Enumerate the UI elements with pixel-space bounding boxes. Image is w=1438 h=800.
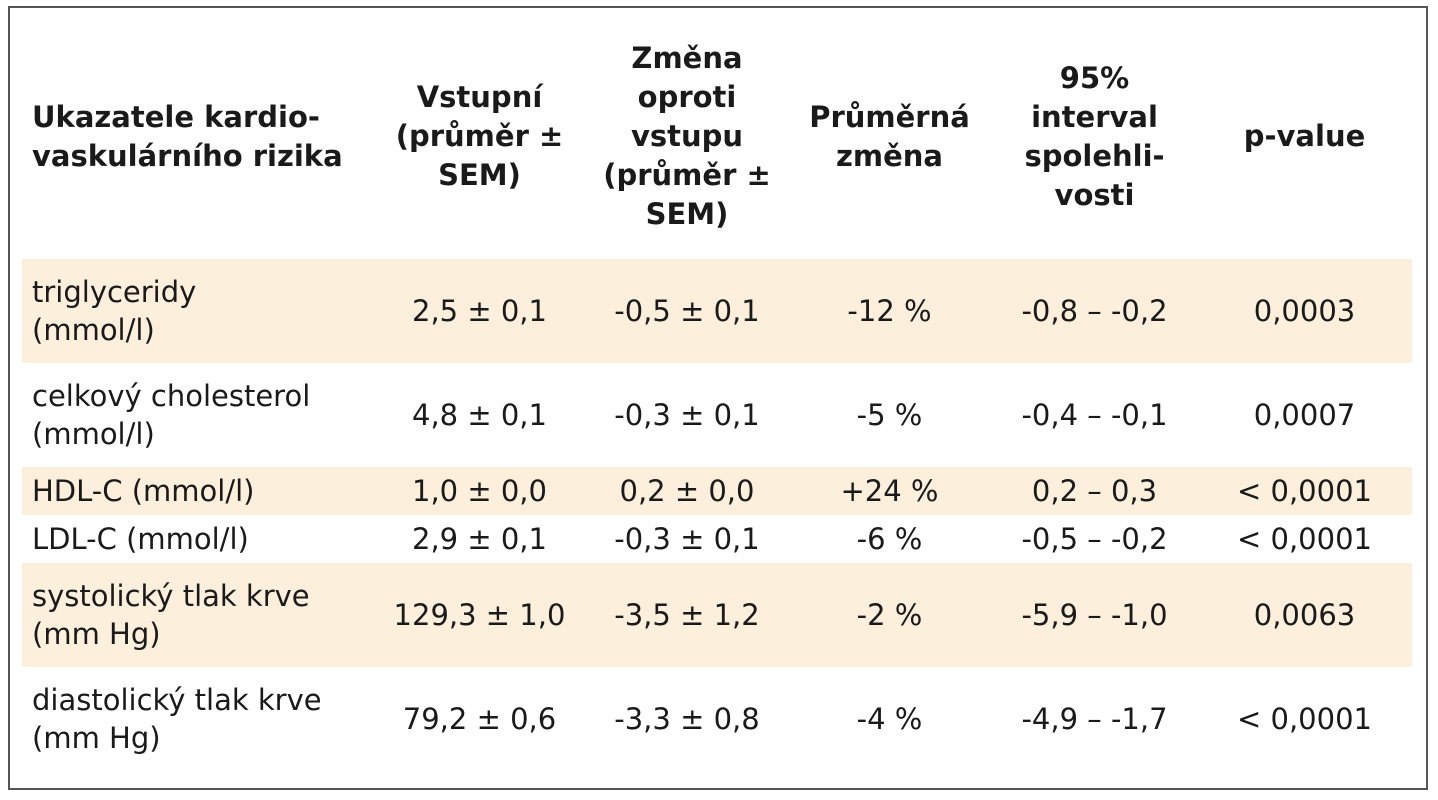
cell-change: -3,3 ± 0,8 (614, 702, 760, 736)
header-line: vosti (1054, 177, 1135, 212)
cell-mean-change: -4 % (856, 702, 923, 736)
header-row: Ukazatele kardio- vaskulárního rizika Vs… (22, 14, 1412, 259)
header-confidence-interval: 95% interval spolehli- vosti (992, 14, 1197, 259)
header-line: změna (836, 138, 943, 173)
header-change: Změna oproti vstupu (průměr ± SEM) (587, 14, 787, 259)
cell-indicator: celkový cholesterol (mmol/l) (22, 363, 372, 467)
cell-p-value: < 0,0001 (1237, 702, 1372, 736)
header-line: SEM) (438, 158, 521, 192)
cardiovascular-risk-table: Ukazatele kardio- vaskulárního rizika Vs… (22, 14, 1412, 771)
cell-change: -0,5 ± 0,1 (587, 259, 787, 363)
cell-confidence-interval: -0,8 – -0,2 (992, 259, 1197, 363)
header-line: SEM) (645, 197, 729, 231)
table-frame (8, 6, 1428, 790)
cell-confidence-interval: -0,4 – -0,1 (1021, 398, 1168, 432)
indicator-line: celkový cholesterol (32, 379, 311, 413)
header-line: 95% (1059, 60, 1130, 95)
indicator-line: diastolický tlak krve (32, 683, 322, 717)
cell-baseline: 1,0 ± 0,0 (372, 467, 587, 515)
cell-indicator: HDL-C (mmol/l) (22, 467, 372, 515)
cell-baseline: 79,2 ± 0,6 (402, 702, 557, 736)
cell-confidence-interval: -4,9 – -1,7 (1021, 702, 1168, 736)
cell-confidence-interval: 0,2 – 0,3 (992, 467, 1197, 515)
cell-baseline: 2,5 ± 0,1 (372, 259, 587, 363)
cell-change: -3,5 ± 1,2 (587, 563, 787, 667)
cell-mean-change: -12 % (787, 259, 992, 363)
cell-p-value: 0,0063 (1197, 563, 1412, 667)
cell-mean-change: -6 % (856, 522, 923, 556)
header-line: interval (1031, 99, 1158, 134)
cell-mean-change: -5 % (856, 398, 923, 432)
cell-p-value: 0,0007 (1253, 398, 1356, 432)
indicator-line: HDL-C (mmol/l) (32, 474, 255, 508)
cell-change: -0,3 ± 0,1 (614, 522, 760, 556)
header-line: (průměr ± (603, 158, 771, 192)
header-line: Změna (631, 41, 743, 75)
cell-indicator: diastolický tlak krve (mm Hg) (22, 667, 372, 771)
cell-confidence-interval: -5,9 – -1,0 (992, 563, 1197, 667)
indicator-line: (mmol/l) (32, 417, 155, 451)
cell-baseline: 4,8 ± 0,1 (412, 398, 547, 432)
indicator-line: (mmol/l) (32, 313, 155, 347)
cell-p-value: < 0,0001 (1237, 522, 1372, 556)
table-row: diastolický tlak krve (mm Hg) 79,2 ± 0,6… (22, 667, 1412, 771)
cell-mean-change: +24 % (787, 467, 992, 515)
table-row: systolický tlak krve (mm Hg) 129,3 ± 1,0… (22, 563, 1412, 667)
cell-change: -0,3 ± 0,1 (614, 398, 760, 432)
indicator-line: (mm Hg) (32, 721, 161, 755)
cell-p-value: 0,0003 (1197, 259, 1412, 363)
header-line: Vstupní (416, 80, 543, 114)
table-row: triglyceridy (mmol/l) 2,5 ± 0,1 -0,5 ± 0… (22, 259, 1412, 363)
header-baseline: Vstupní (průměr ± SEM) (372, 14, 587, 259)
cell-change: 0,2 ± 0,0 (587, 467, 787, 515)
cell-baseline: 2,9 ± 0,1 (412, 522, 547, 556)
header-line: oproti (637, 80, 737, 114)
cell-mean-change: -2 % (787, 563, 992, 667)
cell-indicator: triglyceridy (mmol/l) (22, 259, 372, 363)
header-line: (průměr ± (395, 119, 564, 153)
header-line: vstupu (630, 119, 744, 153)
table-row: HDL-C (mmol/l) 1,0 ± 0,0 0,2 ± 0,0 +24 %… (22, 467, 1412, 515)
cell-confidence-interval: -0,5 – -0,2 (1021, 522, 1168, 556)
table-row: LDL-C (mmol/l) 2,9 ± 0,1 -0,3 ± 0,1 -6 %… (22, 515, 1412, 563)
cell-indicator: LDL-C (mmol/l) (22, 515, 372, 563)
header-p-value: p-value (1197, 14, 1412, 259)
cell-p-value: < 0,0001 (1197, 467, 1412, 515)
indicator-line: (mm Hg) (32, 617, 161, 651)
cell-indicator: systolický tlak krve (mm Hg) (22, 563, 372, 667)
cell-baseline: 129,3 ± 1,0 (372, 563, 587, 667)
header-line: Průměrná (809, 99, 970, 134)
indicator-line: triglyceridy (32, 275, 197, 309)
header-indicator: Ukazatele kardio- vaskulárního rizika (22, 14, 372, 259)
header-line: Ukazatele kardio- (32, 99, 320, 134)
table-row: celkový cholesterol (mmol/l) 4,8 ± 0,1 -… (22, 363, 1412, 467)
header-line: vaskulárního rizika (32, 138, 343, 173)
header-line: p-value (1243, 119, 1366, 153)
indicator-line: LDL-C (mmol/l) (32, 522, 249, 556)
header-line: spolehli- (1024, 138, 1165, 173)
indicator-line: systolický tlak krve (32, 579, 310, 613)
header-mean-change: Průměrná změna (787, 14, 992, 259)
